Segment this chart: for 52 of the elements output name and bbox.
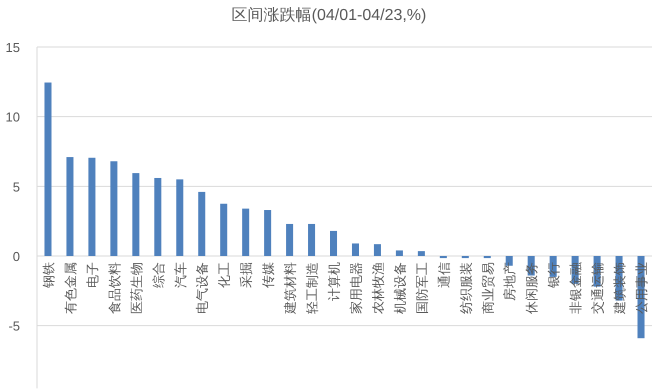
bar bbox=[374, 244, 381, 256]
x-tick-label: 银行 bbox=[546, 262, 562, 289]
x-tick-label: 采掘 bbox=[238, 262, 254, 288]
x-tick-label: 国防军工 bbox=[414, 262, 430, 314]
bar bbox=[418, 251, 425, 256]
y-tick-label: 10 bbox=[6, 110, 20, 125]
x-tick-label: 计算机 bbox=[326, 262, 342, 301]
x-tick-label: 建筑装饰 bbox=[612, 262, 628, 315]
x-tick-label: 家用电器 bbox=[348, 262, 364, 314]
chart-title: 区间涨跌幅(04/01-04/23,%) bbox=[232, 6, 426, 24]
bar bbox=[242, 208, 250, 256]
bar bbox=[44, 82, 52, 256]
x-tick-label: 化工 bbox=[216, 262, 232, 288]
x-tick-label: 有色金属 bbox=[62, 262, 78, 314]
x-tick-label: 轻工制造 bbox=[304, 262, 320, 314]
x-tick-label: 医药生物 bbox=[128, 262, 144, 314]
x-tick-label: 电子 bbox=[84, 262, 100, 288]
x-tick-label: 商业贸易 bbox=[480, 262, 496, 314]
x-tick-label: 钢铁 bbox=[40, 262, 56, 289]
bar bbox=[352, 243, 359, 256]
bar bbox=[154, 178, 162, 256]
x-tick-label: 汽车 bbox=[172, 262, 188, 288]
x-tick-label: 房地产 bbox=[502, 262, 518, 301]
bar bbox=[264, 210, 272, 256]
x-tick-label: 电气设备 bbox=[194, 262, 210, 314]
x-tick-label: 交通运输 bbox=[590, 262, 606, 314]
bar bbox=[330, 230, 338, 256]
bar bbox=[132, 173, 140, 256]
bar bbox=[88, 158, 96, 256]
y-tick-label: -5 bbox=[8, 318, 20, 334]
x-tick-label: 机械设备 bbox=[392, 262, 408, 314]
y-tick-label: 5 bbox=[12, 179, 20, 194]
y-tick-label: 0 bbox=[12, 249, 20, 264]
x-tick-label: 通信 bbox=[436, 262, 452, 288]
x-tick-label: 农林牧渔 bbox=[370, 262, 386, 314]
y-tick-label: 15 bbox=[6, 40, 20, 55]
x-tick-label: 纺织服装 bbox=[458, 262, 474, 314]
bar bbox=[176, 179, 184, 256]
bar bbox=[66, 157, 74, 256]
x-tick-label: 公用事业 bbox=[634, 262, 650, 314]
x-tick-label: 综合 bbox=[150, 262, 166, 288]
bar bbox=[220, 204, 228, 256]
x-tick-label: 传媒 bbox=[260, 262, 276, 288]
x-tick-label: 非银金融 bbox=[568, 262, 584, 314]
x-tick-label: 建筑材料 bbox=[282, 262, 298, 315]
bar bbox=[308, 224, 316, 256]
bar bbox=[198, 192, 206, 256]
bar bbox=[286, 224, 294, 256]
x-tick-label: 休闲服务 bbox=[524, 262, 540, 314]
x-tick-label: 食品饮料 bbox=[106, 262, 122, 314]
bar bbox=[396, 250, 403, 256]
bar bbox=[110, 161, 118, 256]
